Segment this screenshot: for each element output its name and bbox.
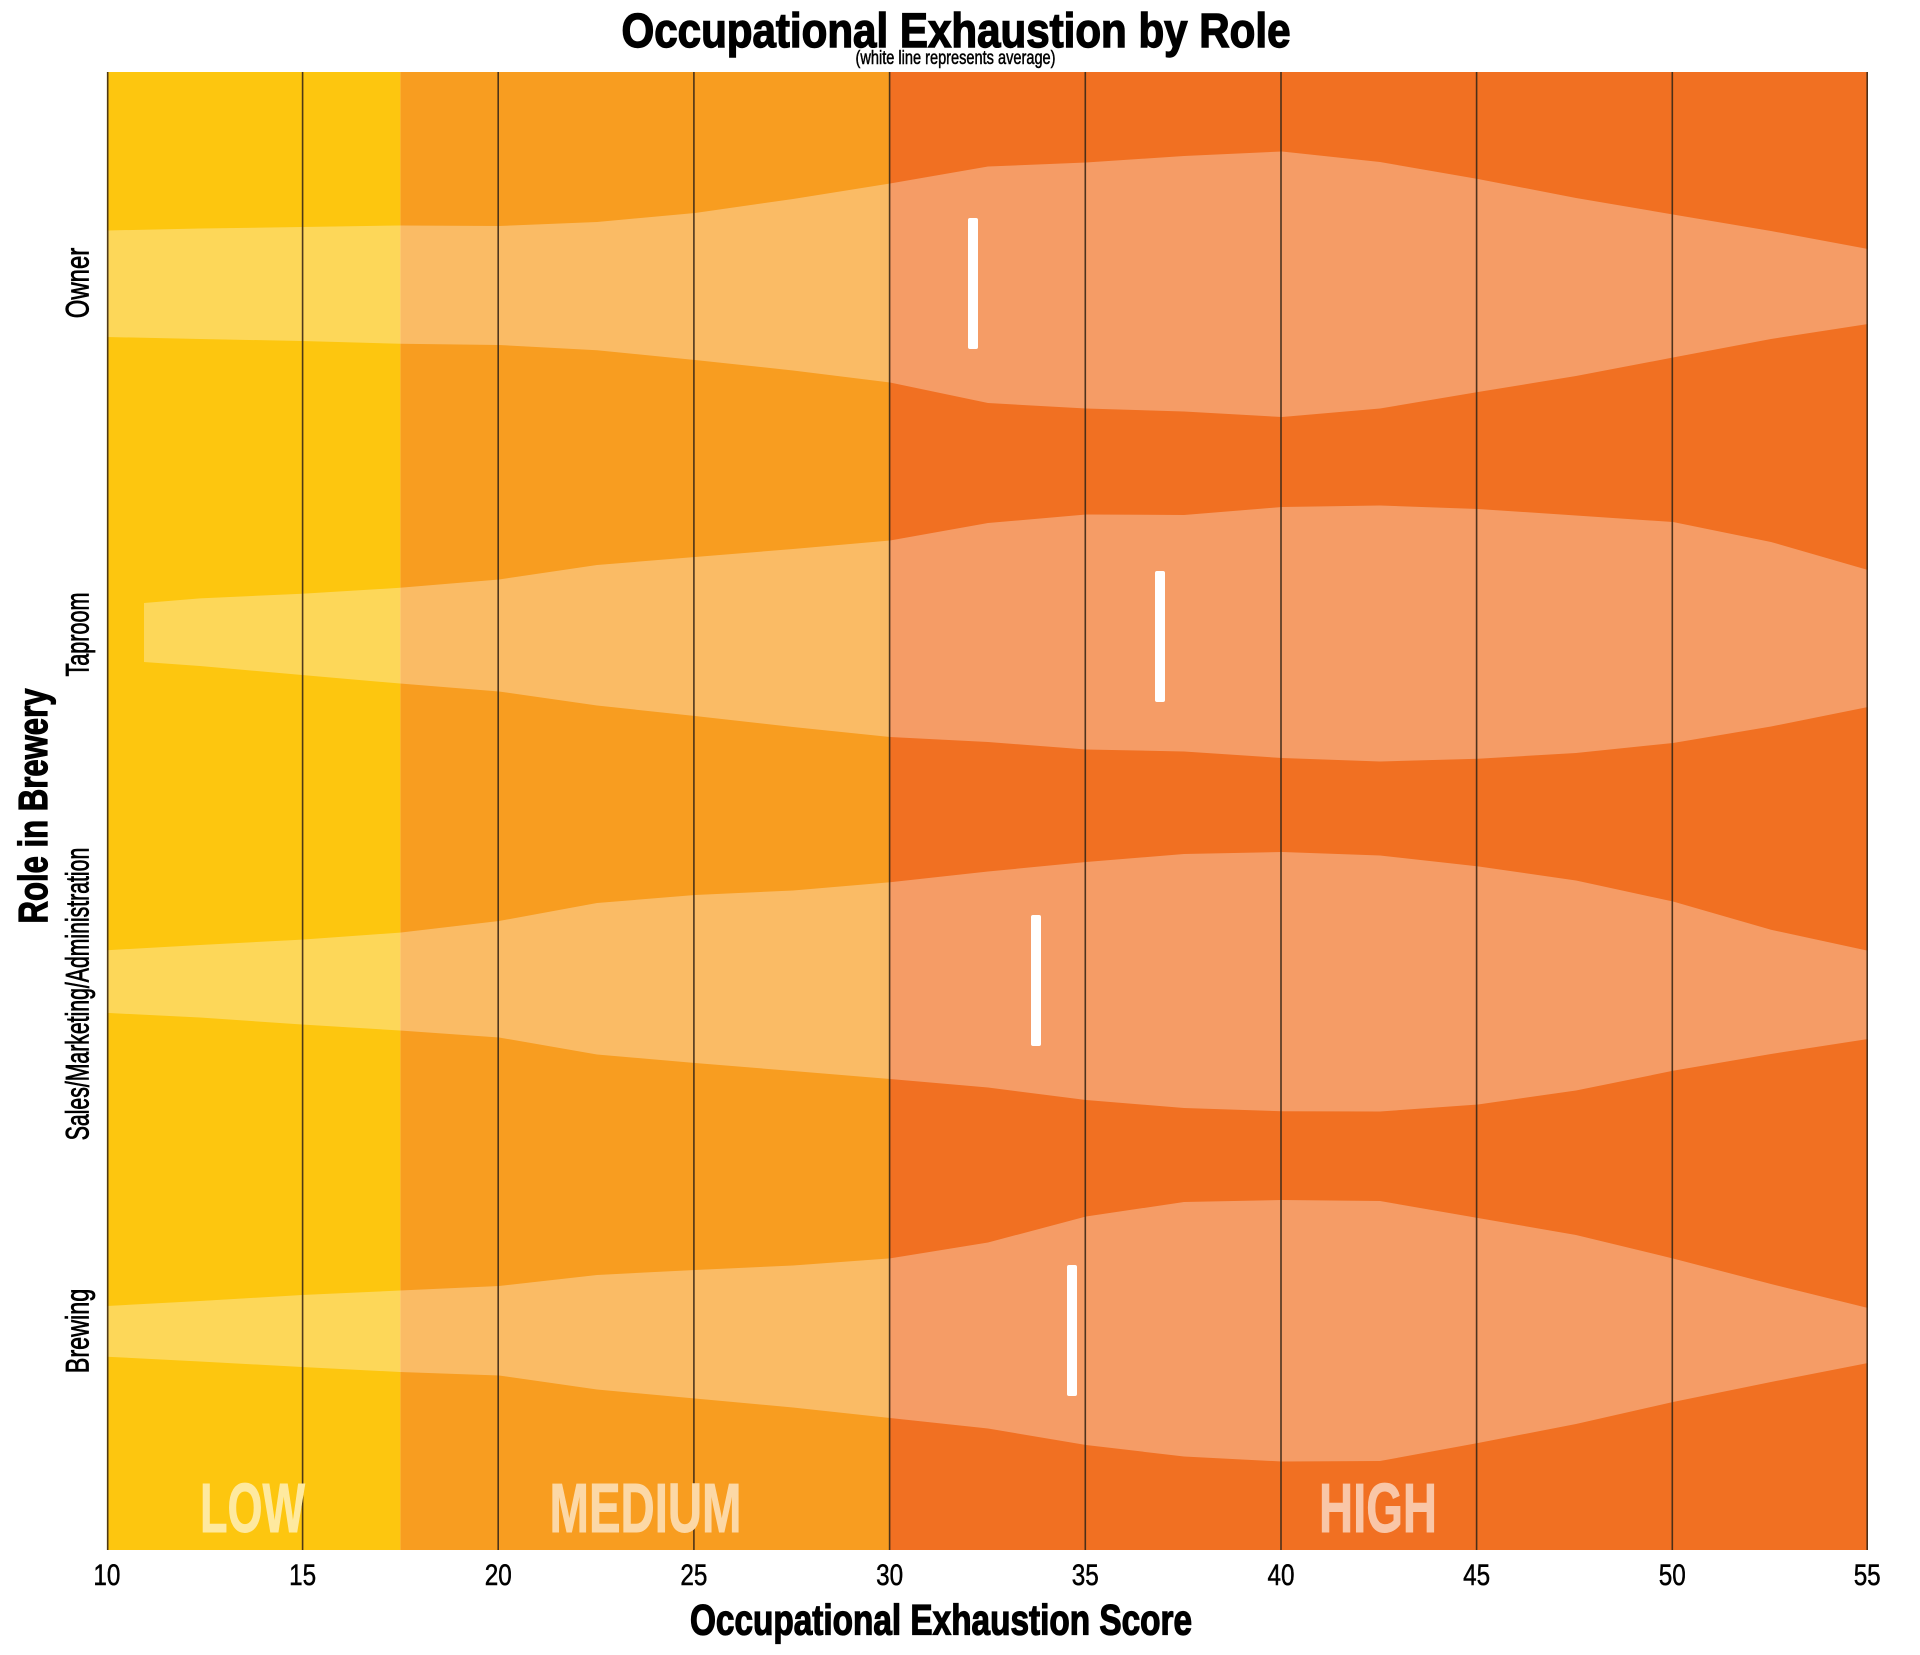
- svg-text:40: 40: [1268, 1559, 1295, 1592]
- svg-text:Owner: Owner: [60, 247, 96, 318]
- svg-text:Role in Brewery: Role in Brewery: [10, 688, 56, 923]
- svg-text:Taproom: Taproom: [60, 593, 96, 677]
- svg-text:Occupational Exhaustion by Rol: Occupational Exhaustion by Role: [622, 5, 1291, 58]
- svg-text:Occupational Exhaustion Score: Occupational Exhaustion Score: [690, 1598, 1192, 1645]
- svg-text:LOW: LOW: [200, 1469, 305, 1547]
- svg-text:20: 20: [485, 1559, 512, 1592]
- svg-text:10: 10: [93, 1559, 120, 1592]
- svg-text:50: 50: [1659, 1559, 1686, 1592]
- svg-text:(white line represents average: (white line represents average): [856, 48, 1056, 69]
- svg-text:25: 25: [680, 1559, 707, 1592]
- svg-text:MEDIUM: MEDIUM: [550, 1469, 742, 1547]
- svg-text:55: 55: [1854, 1559, 1881, 1592]
- svg-text:35: 35: [1072, 1559, 1099, 1592]
- svg-text:15: 15: [289, 1559, 316, 1592]
- svg-text:Brewing: Brewing: [60, 1289, 96, 1374]
- svg-text:Sales/Marketing/Administration: Sales/Marketing/Administration: [60, 848, 96, 1141]
- svg-text:HIGH: HIGH: [1319, 1469, 1437, 1547]
- svg-text:30: 30: [876, 1559, 903, 1592]
- svg-text:45: 45: [1463, 1559, 1490, 1592]
